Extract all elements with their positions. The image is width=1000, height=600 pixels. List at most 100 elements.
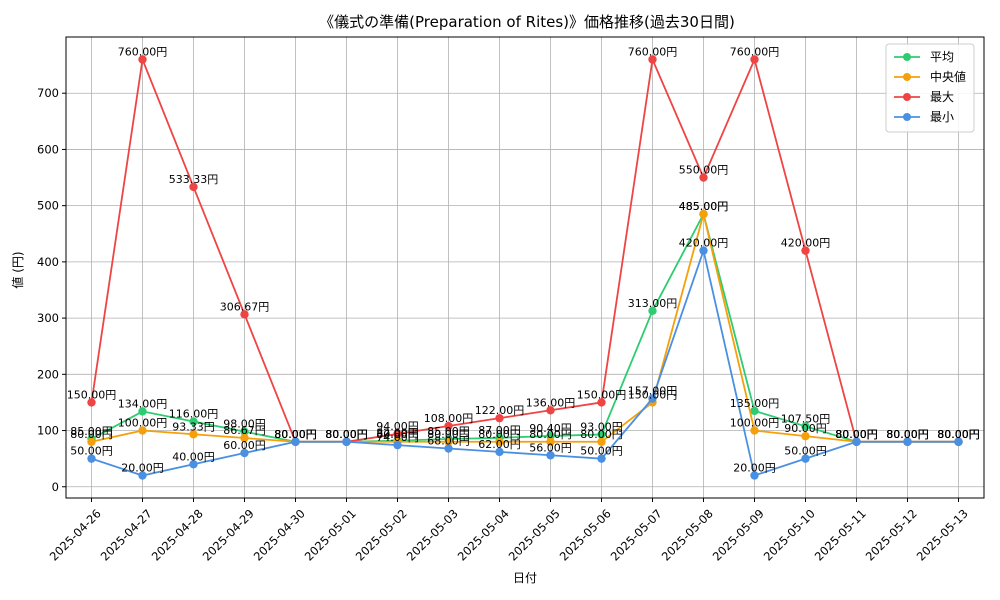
x-tick-label: 2025-04-29 (200, 506, 257, 563)
data-label: 150.00円 (628, 388, 678, 401)
data-label: 80.00円 (70, 428, 113, 441)
data-label: 80.00円 (427, 428, 470, 441)
data-label: 80.00円 (274, 428, 317, 441)
x-tick-label: 2025-05-11 (812, 506, 869, 563)
data-point (801, 246, 810, 255)
data-point (342, 437, 351, 446)
data-label: 80.00円 (937, 428, 980, 441)
series-line-2 (90, 56, 959, 443)
x-tick-label: 2025-05-06 (557, 506, 614, 563)
data-label: 420.00円 (679, 237, 729, 250)
axes: 2025-04-262025-04-272025-04-282025-04-29… (37, 36, 985, 564)
data-label: 80.00円 (325, 428, 368, 441)
data-point (189, 460, 198, 469)
data-point (495, 447, 504, 457)
x-tick-label: 2025-05-02 (353, 506, 410, 563)
data-label: 50.00円 (784, 445, 827, 458)
data-label: 760.00円 (118, 45, 168, 58)
x-tick-label: 2025-05-12 (863, 506, 920, 563)
data-label: 93.00円 (580, 420, 623, 433)
data-point (852, 437, 861, 446)
data-label: 90.00円 (784, 422, 827, 435)
data-point (801, 431, 810, 441)
data-point (750, 426, 759, 435)
data-label: 80.00円 (529, 428, 572, 441)
data-label: 150.00円 (67, 388, 117, 401)
legend-box (885, 43, 975, 133)
legend-entry: 平均 (930, 50, 954, 64)
data-point (240, 427, 249, 436)
data-point (495, 437, 504, 446)
data-point (648, 394, 657, 403)
legend-marker (903, 113, 911, 121)
data-point (597, 437, 606, 446)
data-point (699, 246, 708, 255)
y-tick-label: 400 (37, 255, 59, 269)
plot-frame (65, 36, 985, 499)
data-label: 420.00円 (781, 237, 831, 250)
x-tick-label: 2025-04-27 (98, 506, 155, 563)
data-label: 485.00円 (679, 200, 729, 213)
data-label: 85.00円 (427, 425, 470, 438)
grid (66, 37, 984, 498)
data-point (597, 430, 606, 439)
data-label: 80.00円 (886, 428, 929, 441)
series-line-0 (91, 211, 959, 443)
data-label: 80.00円 (580, 428, 623, 441)
data-label: 80.00円 (835, 428, 878, 441)
data-label: 80.00円 (886, 428, 929, 441)
data-point (138, 407, 147, 416)
data-label: 50.00円 (580, 445, 623, 458)
data-point (393, 429, 402, 439)
data-label: 86.67円 (223, 424, 266, 437)
data-label: 122.00円 (475, 404, 525, 417)
data-label: 90.40円 (529, 422, 572, 435)
data-label: 760.00円 (730, 45, 780, 58)
x-tick-label: 2025-05-07 (608, 506, 665, 563)
data-label: 85.00円 (70, 425, 113, 438)
x-axis-label: 日付 (513, 571, 537, 585)
data-label: 40.00円 (172, 450, 215, 463)
data-label: 80.00円 (274, 428, 317, 441)
y-tick-label: 700 (37, 86, 59, 100)
data-label: 135.00円 (730, 397, 780, 410)
data-label: 80.00円 (325, 428, 368, 441)
data-label: 20.00円 (121, 462, 164, 475)
legend-marker (903, 73, 911, 81)
series-line-3 (91, 247, 959, 477)
data-point (291, 437, 300, 446)
data-point (240, 310, 249, 319)
data-point (750, 471, 759, 480)
data-label: 116.00円 (169, 408, 219, 421)
data-label: 80.00円 (937, 428, 980, 441)
data-point (546, 437, 555, 446)
data-label: 550.00円 (679, 164, 729, 177)
y-axis-label: 値 (円) (10, 251, 25, 288)
data-label: 134.00円 (118, 397, 168, 410)
data-point (801, 454, 810, 463)
legend-marker (903, 53, 911, 61)
legend-entry: 最小 (930, 110, 954, 124)
data-label: 62.00円 (478, 438, 521, 451)
data-point (138, 471, 147, 480)
data-label: 87.00円 (478, 424, 521, 437)
data-label: 80.00円 (376, 428, 419, 441)
data-label: 313.00円 (628, 297, 678, 310)
data-point (444, 421, 453, 431)
x-tick-label: 2025-05-10 (761, 506, 818, 563)
data-point (648, 55, 657, 64)
data-point (699, 209, 708, 219)
data-label: 82.00円 (376, 427, 419, 440)
data-point (903, 437, 912, 446)
data-label: 80.00円 (937, 428, 980, 441)
data-point (750, 406, 759, 416)
x-tick-label: 2025-05-04 (455, 506, 512, 563)
y-tick-label: 300 (37, 311, 59, 325)
data-label: 157.00円 (628, 384, 678, 397)
series-line-1 (91, 213, 959, 443)
data-label: 80.00円 (325, 428, 368, 441)
data-point (546, 406, 555, 415)
data-label: 93.33円 (172, 420, 215, 433)
